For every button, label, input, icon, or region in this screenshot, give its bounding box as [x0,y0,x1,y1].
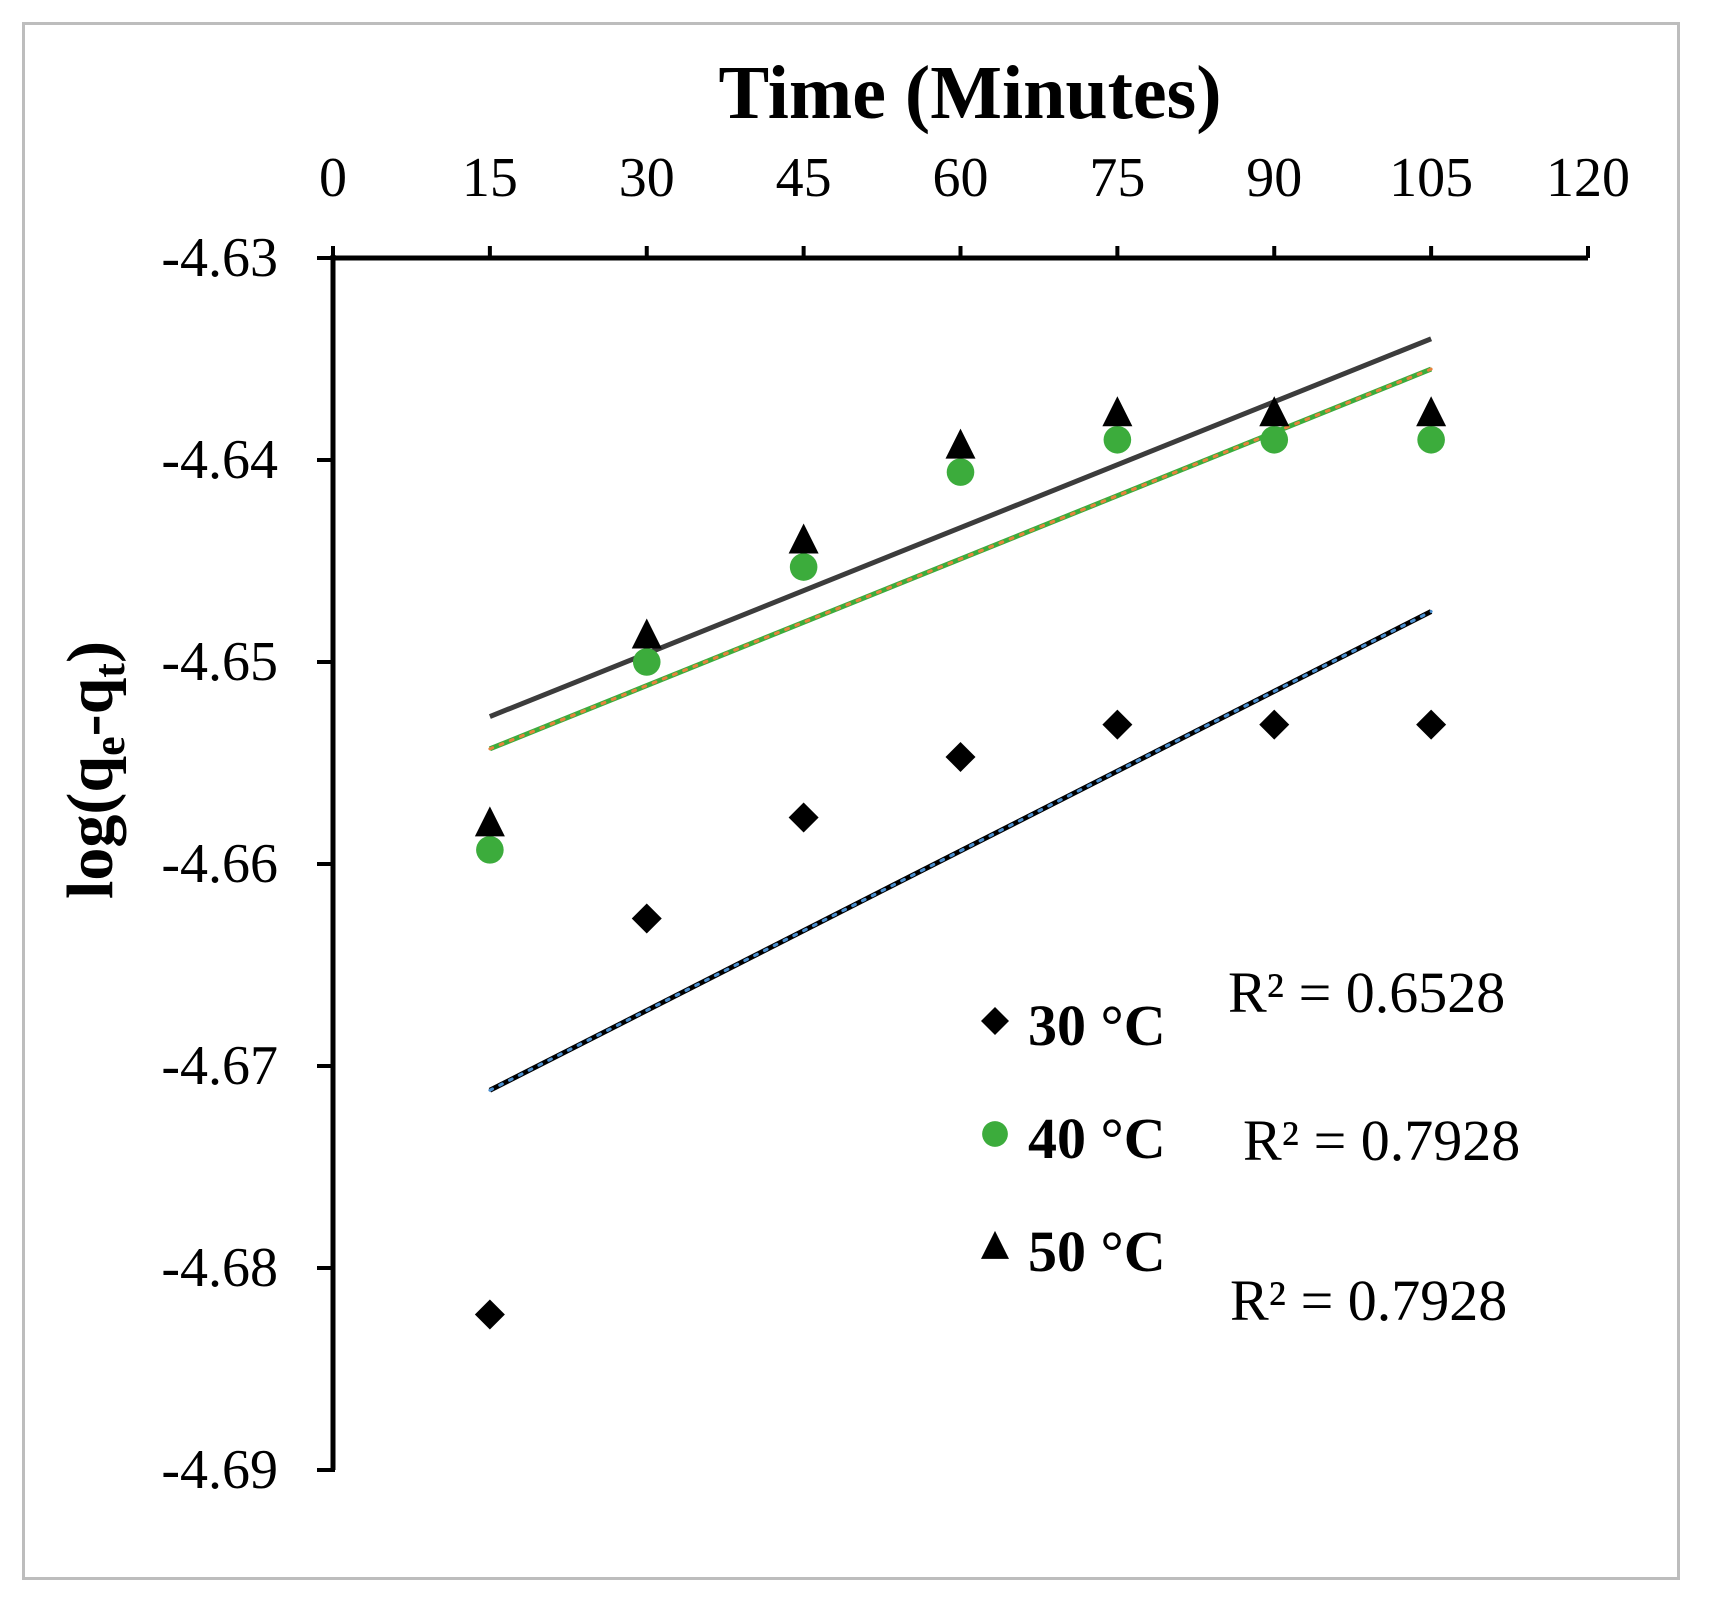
point-series-1 [1259,709,1290,740]
x-tick-label: 0 [319,147,347,209]
y-label-mid: -q [54,677,127,736]
point-series-2 [789,553,818,581]
chart-title: Time (Minutes) [718,51,1221,135]
legend-marker-2 [982,1121,1008,1147]
point-series-2 [1260,426,1289,454]
legend: 30 °C 40 °C 50 °C [981,993,1166,1284]
point-series-1 [1416,709,1447,740]
y-tick-label: -4.67 [161,1035,278,1097]
legend-marker-1 [981,1007,1009,1035]
point-series-1 [474,1299,505,1330]
r2-label-3: R² = 0.7928 [1230,1268,1507,1333]
y-label-sub-e: e [85,736,134,756]
trendline-2-dots [488,367,1433,751]
point-series-2 [946,458,975,486]
point-series-1 [945,741,976,772]
point-series-2 [1103,426,1132,454]
point-series-2 [1417,426,1445,454]
x-tick-label: 105 [1389,147,1473,209]
y-label-pre: log(q [54,756,127,899]
y-label-sub-t: t [85,663,134,678]
axes: 0 15 30 45 60 75 90 105 120 -4.63 -4.64 -4.65 -4.66… [161,147,1630,1501]
x-tick-label: 60 [933,147,989,209]
point-series-2 [476,836,504,864]
x-ticks: 0 15 30 45 60 75 90 105 120 [319,147,1630,258]
legend-label-1: 30 °C [1028,993,1166,1058]
r2-label-2: R² = 0.7928 [1243,1108,1520,1173]
y-tick-label: -4.66 [161,833,278,895]
x-tick-label: 120 [1546,147,1630,209]
x-tick-label: 90 [1246,147,1302,209]
x-tick-label: 15 [462,147,518,209]
r2-label-1: R² = 0.6528 [1228,960,1505,1025]
legend-label-2: 40 °C [1028,1106,1166,1171]
point-series-1 [631,903,662,934]
data-points [474,396,1447,1330]
point-series-3 [474,806,505,837]
r2-annotations: R² = 0.6528 R² = 0.7928 R² = 0.7928 [1228,960,1520,1333]
x-tick-label: 75 [1089,147,1145,209]
point-series-1 [788,802,819,833]
point-series-2 [632,648,661,676]
y-ticks: -4.63 -4.64 -4.65 -4.66 -4.67 -4.68 -4.69 [161,227,335,1501]
chart-frame [22,22,1680,1580]
legend-marker-3 [981,1230,1009,1259]
y-tick-label: -4.65 [161,631,278,693]
legend-label-3: 50 °C [1028,1219,1166,1284]
x-tick-label: 30 [619,147,675,209]
point-series-3 [631,618,662,649]
y-axis-label: log(qe-qt) [54,641,134,899]
point-series-3 [945,428,976,459]
point-series-3 [1102,396,1133,427]
y-tick-label: -4.68 [161,1237,278,1299]
y-tick-label: -4.63 [161,227,278,289]
point-series-3 [1259,396,1290,427]
y-tick-label: -4.69 [161,1439,278,1501]
point-series-3 [788,523,819,554]
x-tick-label: 45 [776,147,832,209]
trendline-3 [488,336,1433,719]
y-label-post: ) [54,641,127,663]
trendline-1-dots [488,610,1433,1092]
point-series-1 [1102,709,1133,740]
y-tick-label: -4.64 [161,429,278,491]
point-series-3 [1416,396,1447,427]
